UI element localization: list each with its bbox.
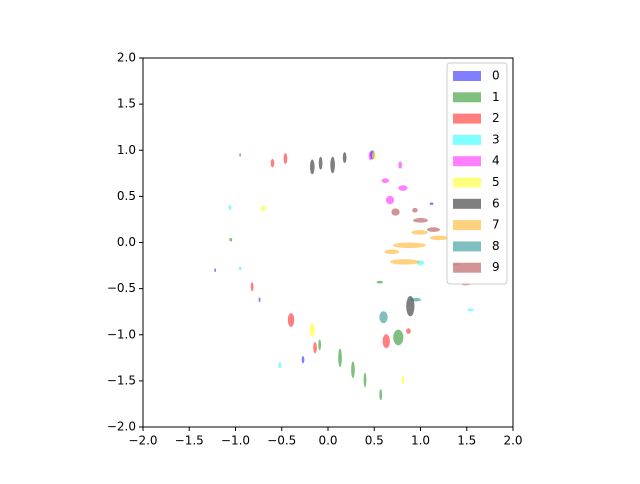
legend-swatch (453, 220, 481, 231)
ellipse-mark (228, 204, 232, 211)
legend-label: 7 (492, 218, 500, 232)
ellipse-mark (467, 308, 474, 312)
ellipse-mark (392, 242, 427, 249)
y-tick-label: −0.5 (107, 281, 136, 295)
x-tick-label: 1.0 (411, 434, 430, 448)
x-tick-label: 0.0 (318, 434, 337, 448)
legend-label: 1 (492, 90, 500, 104)
ellipse-mark (389, 259, 420, 265)
x-tick-label: 1.5 (457, 434, 476, 448)
ellipse-mark (214, 268, 217, 273)
ellipse-mark (338, 348, 342, 368)
plot-area (214, 150, 474, 401)
legend-label: 8 (492, 239, 500, 253)
legend-label: 0 (492, 69, 500, 83)
ellipse-mark (376, 280, 384, 284)
legend-swatch (453, 262, 481, 273)
ellipse-mark (379, 389, 383, 401)
ellipse-mark (278, 361, 282, 369)
ellipse-mark (411, 230, 428, 235)
legend-swatch (453, 134, 481, 145)
legend-swatch (453, 71, 481, 81)
ellipse-mark (238, 266, 242, 271)
ellipse-mark (406, 328, 411, 334)
x-tick-label: −1.5 (175, 434, 204, 448)
ellipse-mark (384, 249, 400, 255)
ellipse-mark (401, 375, 405, 385)
ellipse-mark (301, 355, 305, 364)
ellipse-mark (410, 297, 421, 302)
ellipse-mark (270, 159, 275, 168)
legend-label: 6 (492, 196, 500, 210)
legend-swatch (453, 92, 481, 103)
ellipse-mark (381, 178, 390, 183)
ellipse-mark (391, 208, 400, 216)
y-tick-label: 2.0 (117, 51, 136, 65)
ellipse-mark (318, 156, 323, 170)
legend-label: 4 (492, 154, 500, 168)
ellipse-mark (229, 237, 233, 242)
y-tick-label: 1.0 (117, 143, 136, 157)
legend-swatch (453, 241, 481, 252)
ellipse-mark (313, 342, 317, 354)
ellipse-mark (368, 151, 373, 161)
ellipse-mark (382, 334, 390, 349)
legend-label: 3 (492, 132, 500, 146)
ellipse-mark (342, 152, 347, 164)
legend-label: 2 (492, 111, 500, 125)
y-tick-label: −1.0 (107, 327, 136, 341)
ellipse-mark (363, 372, 367, 388)
ellipse-mark (287, 313, 295, 327)
x-tick-label: 0.5 (365, 434, 384, 448)
legend-label: 5 (492, 175, 500, 189)
legend-label: 9 (492, 260, 500, 274)
ellipse-mark (330, 156, 335, 174)
y-tick-label: 1.5 (117, 97, 136, 111)
ellipse-mark (398, 161, 402, 169)
ellipse-mark (406, 296, 415, 317)
ellipse-mark (413, 218, 428, 223)
ellipse-mark (309, 159, 315, 175)
legend-swatch (453, 177, 481, 188)
ellipse-mark (239, 153, 242, 157)
ellipse-mark (398, 185, 408, 191)
ellipse-mark (250, 282, 254, 292)
x-tick-label: −0.5 (267, 434, 296, 448)
ellipse-mark (371, 152, 377, 160)
y-tick-label: −2.0 (107, 420, 136, 434)
ellipse-mark (429, 202, 434, 206)
ellipse-mark (351, 361, 355, 379)
ellipse-mark (385, 195, 395, 205)
legend-swatch (453, 113, 481, 124)
ellipse-mark (309, 323, 316, 338)
ellipse-mark (318, 339, 322, 351)
y-tick-label: 0.5 (117, 189, 136, 203)
ellipse-mark (260, 205, 267, 212)
ellipse-mark (426, 227, 440, 232)
x-tick-label: −1.0 (221, 434, 250, 448)
ellipse-mark (258, 297, 261, 303)
ellipse-mark (393, 329, 404, 346)
y-tick-label: −1.5 (107, 373, 136, 387)
ellipse-mark (429, 235, 449, 241)
ellipse-mark (283, 153, 288, 165)
y-tick-label: 0.0 (117, 235, 136, 249)
x-tick-label: 2.0 (503, 434, 522, 448)
legend-swatch (453, 156, 481, 167)
ellipse-mark (412, 207, 418, 213)
x-tick-label: −2.0 (128, 434, 157, 448)
legend-swatch (453, 198, 481, 209)
ellipse-mark (379, 311, 388, 324)
